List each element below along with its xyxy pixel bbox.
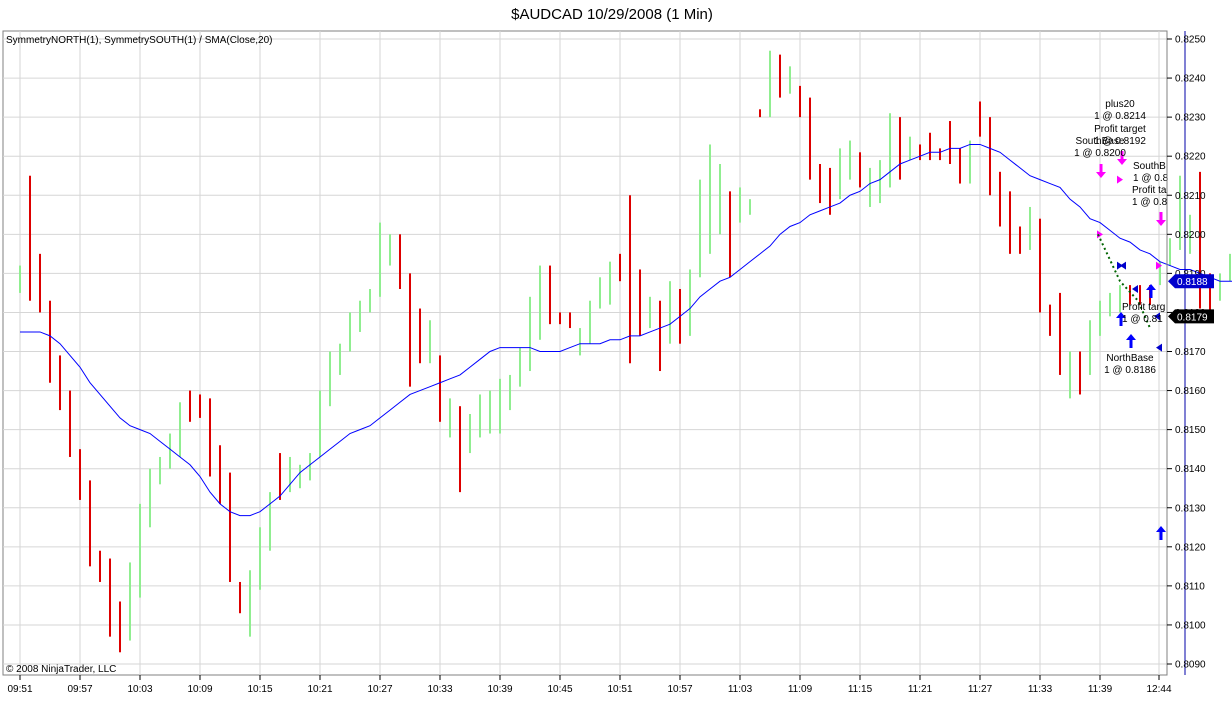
y-tick-label: 0.8130: [1175, 503, 1206, 514]
x-tick-label: 10:09: [187, 684, 212, 695]
exit-marker-icon: [1154, 312, 1160, 321]
price-tag: 0.8188: [1168, 274, 1214, 289]
x-tick-label: 10:03: [127, 684, 152, 695]
x-tick-label: 11:21: [908, 684, 933, 695]
trade-annotation-label: Profit target: [1094, 124, 1146, 135]
y-tick-label: 0.8170: [1175, 347, 1206, 358]
long-entry-arrow: [1156, 526, 1166, 540]
vertical-gridlines: [19, 31, 1160, 675]
trade-annotation-fill: 1 @ 0.81: [1122, 314, 1163, 325]
trade-annotation-label: plus20: [1105, 99, 1135, 110]
x-tick-label: 10:27: [367, 684, 392, 695]
x-tick-label: 10:57: [667, 684, 692, 695]
trade-link-line: [1097, 233, 1151, 329]
price-tag: 0.8179: [1168, 309, 1214, 324]
short-entry-arrow: [1117, 151, 1127, 165]
copyright-label: © 2008 NinjaTrader, LLC: [6, 664, 116, 675]
x-tick-label: 11:15: [848, 684, 873, 695]
y-tick-label: 0.8140: [1175, 464, 1206, 475]
exit-marker-icon: [1097, 230, 1103, 239]
trade-annotation-fill: 1 @ 0.8: [1132, 197, 1168, 208]
short-entry-arrow: [1096, 164, 1106, 178]
x-tick-label: 10:45: [547, 684, 572, 695]
x-tick-label: 10:33: [427, 684, 452, 695]
x-tick-label: 10:51: [607, 684, 632, 695]
x-tick-label: 11:39: [1088, 684, 1113, 695]
x-tick-label: 09:51: [7, 684, 32, 695]
x-axis: 09:51 09:57 10:03 10:09 10:15 10:21 10:27 10:33…: [7, 675, 1172, 695]
short-entry-arrow: [1156, 212, 1166, 226]
exit-marker-icon: [1132, 285, 1138, 293]
x-tick-label: 11:27: [968, 684, 993, 695]
trade-annotation-fill: 1 @ 0.8214: [1094, 111, 1146, 122]
y-axis: 0.8250 0.8240 0.8230 0.8220 0.8210 0.8200 0.81…: [1166, 31, 1206, 675]
x-tick-label: 09:57: [67, 684, 92, 695]
x-tick-label: 12:44: [1146, 684, 1171, 695]
price-tag-label: 0.8179: [1177, 312, 1208, 323]
sma-line: [20, 143, 1232, 517]
long-entry-arrow: [1116, 312, 1126, 326]
trade-annotation-label: Profit targ: [1122, 302, 1165, 313]
trade-annotation-fill: 1 @ 0.8192: [1094, 136, 1146, 147]
horizontal-gridlines: [3, 38, 1167, 665]
indicator-label: SymmetryNORTH(1), SymmetrySOUTH(1) / SMA…: [6, 35, 273, 46]
price-bars: [19, 50, 1231, 653]
y-tick-label: 0.8160: [1175, 386, 1206, 397]
x-tick-label: 11:33: [1028, 684, 1053, 695]
sma-layer: [20, 143, 1232, 517]
chart-title: $AUDCAD 10/29/2008 (1 Min): [511, 6, 713, 23]
x-tick-label: 10:15: [247, 684, 272, 695]
price-tag-label: 0.8188: [1177, 277, 1208, 288]
trade-annotation-fill: 1 @ 0.8186: [1104, 365, 1156, 376]
exit-marker-icon: [1117, 175, 1123, 184]
y-tick-label: 0.8220: [1175, 152, 1206, 163]
trade-annotation-label: NorthBase: [1106, 353, 1154, 364]
y-tick-label: 0.8090: [1175, 660, 1206, 671]
trade-annotation-label: Profit ta: [1132, 185, 1167, 196]
exit-marker-icon: [1117, 261, 1123, 270]
y-tick-label: 0.8230: [1175, 113, 1206, 124]
y-tick-label: 0.8200: [1175, 230, 1206, 241]
trade-annotation: Profit ta1 @ 0.8: [1132, 185, 1168, 208]
trade-markers: [1096, 151, 1166, 540]
y-tick-label: 0.8210: [1175, 191, 1206, 202]
exit-marker-icon: [1156, 261, 1162, 270]
long-entry-arrow: [1146, 284, 1156, 298]
trade-annotation-label: SouthB: [1133, 161, 1166, 172]
long-entry-arrow: [1126, 334, 1136, 348]
y-tick-label: 0.8120: [1175, 542, 1206, 553]
y-tick-label: 0.8250: [1175, 35, 1206, 46]
y-tick-label: 0.8110: [1175, 581, 1205, 592]
y-tick-label: 0.8100: [1175, 620, 1206, 631]
trade-annotation-label: SouthBase: [1076, 136, 1125, 147]
x-tick-label: 10:21: [307, 684, 332, 695]
x-tick-label: 11:09: [788, 684, 813, 695]
y-tick-label: 0.8240: [1175, 74, 1206, 85]
trade-annotation-fill: 1 @ 0.8200: [1074, 148, 1126, 159]
x-tick-label: 10:39: [487, 684, 512, 695]
price-tags: 0.8188 0.8179: [1168, 274, 1214, 324]
exit-marker-icon: [1156, 343, 1162, 352]
y-tick-label: 0.8150: [1175, 425, 1206, 436]
x-tick-label: 11:03: [728, 684, 753, 695]
trade-annotation-fill: 1 @ 0.8: [1133, 173, 1169, 184]
